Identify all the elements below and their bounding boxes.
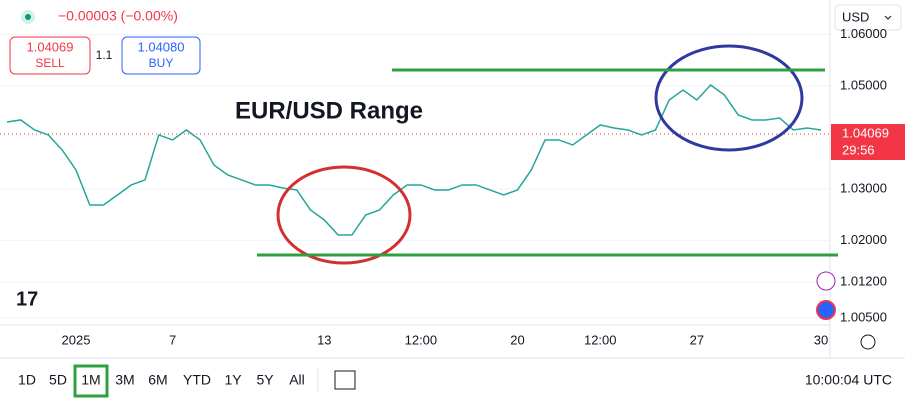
timeframe-button[interactable]: 5D [49,372,67,388]
timeframe-button[interactable]: 5Y [256,372,274,388]
clock: 10:00:04 UTC [805,372,892,388]
y-tick-label: 1.05000 [840,77,887,92]
price-change: −0.00003 (−0.00%) [58,8,178,24]
x-tick-label: 12:00 [584,332,617,347]
plot [0,33,830,319]
buy-price: 1.04080 [138,39,185,54]
x-tick-label: 7 [169,332,176,347]
timeframe-button[interactable]: 1M [81,372,100,388]
last-price-label: 1.04069 [842,125,889,140]
date-range-icon[interactable] [334,370,356,390]
x-tick-label: 13 [317,332,331,347]
settings-icon[interactable] [860,334,876,350]
event-icon[interactable] [816,300,836,320]
buy-button[interactable] [121,36,201,75]
currency: USD [842,9,869,24]
y-tick-label: 1.00500 [840,309,887,324]
y-tick-label: 1.06000 [840,26,887,41]
buy-label: BUY [149,56,174,70]
x-tick-label: 27 [690,332,704,347]
x-tick-label: 30 [814,332,828,347]
x-tick-label: 12:00 [405,332,438,347]
range-low-circle [276,165,412,265]
timeframe-button[interactable]: All [289,372,305,388]
x-tick-label: 2025 [62,332,91,347]
y-tick-label: 1.01200 [840,273,887,288]
x-tick-label: 20 [510,332,524,347]
last-price-tag [831,123,905,160]
y-tick-label: 1.02000 [840,232,887,247]
price-line [6,84,822,236]
timeframe-button[interactable]: 6M [148,372,167,388]
event-icon[interactable] [816,271,836,291]
active-timeframe [73,364,109,398]
timeframe-button[interactable]: 1Y [224,372,242,388]
status-dot [25,14,31,20]
timeframe-button[interactable]: 3M [115,372,134,388]
chart-title: EUR/USD Range [235,97,423,124]
sell-button[interactable] [9,36,91,75]
sell-label: SELL [35,56,65,70]
range-high-circle [654,44,804,152]
logo: 17 [16,288,38,310]
timeframe-button[interactable]: 1D [18,372,36,388]
currency-select[interactable] [834,4,902,31]
y-tick-label: 1.03000 [840,181,887,196]
dropdown-arrow [884,15,892,20]
sell-price: 1.04069 [27,39,74,54]
countdown: 29:56 [842,142,875,157]
timeframe-button[interactable]: YTD [183,372,211,388]
spread: 1.1 [96,48,113,62]
